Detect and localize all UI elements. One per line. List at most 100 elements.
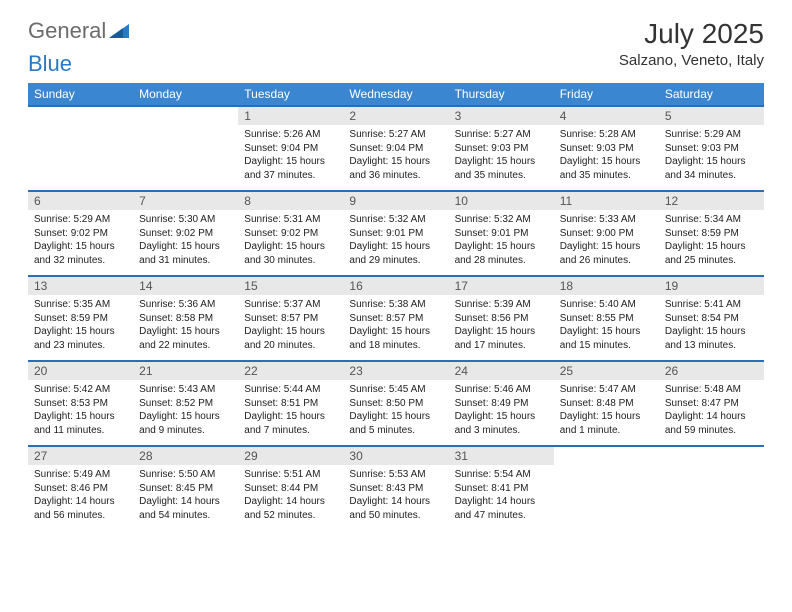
- day-number: 3: [449, 105, 554, 125]
- day-cell: 7Sunrise: 5:30 AMSunset: 9:02 PMDaylight…: [133, 190, 238, 275]
- day-detail-line: Sunrise: 5:42 AM: [34, 383, 127, 397]
- day-cell: 24Sunrise: 5:46 AMSunset: 8:49 PMDayligh…: [449, 360, 554, 445]
- day-number: [554, 445, 659, 463]
- day-number: [28, 105, 133, 123]
- day-detail-line: and 37 minutes.: [244, 169, 337, 183]
- day-number: 14: [133, 275, 238, 295]
- day-details: Sunrise: 5:32 AMSunset: 9:01 PMDaylight:…: [449, 210, 554, 275]
- day-detail-line: Sunset: 8:54 PM: [665, 312, 758, 326]
- day-detail-line: and 20 minutes.: [244, 339, 337, 353]
- day-detail-line: Daylight: 15 hours: [34, 325, 127, 339]
- day-detail-line: Sunset: 9:02 PM: [34, 227, 127, 241]
- logo-triangle-icon: [109, 22, 131, 40]
- day-cell: 14Sunrise: 5:36 AMSunset: 8:58 PMDayligh…: [133, 275, 238, 360]
- day-cell: 13 Sunrise: 5:35 AMSunset: 8:59 PMDayligh…: [28, 275, 133, 360]
- day-detail-line: and 18 minutes.: [349, 339, 442, 353]
- calendar-body: 1Sunrise: 5:26 AMSunset: 9:04 PMDaylight…: [28, 105, 764, 530]
- day-detail-line: Sunrise: 5:36 AM: [139, 298, 232, 312]
- day-detail-line: and 29 minutes.: [349, 254, 442, 268]
- day-detail-line: Sunset: 9:03 PM: [455, 142, 548, 156]
- day-number: 28: [133, 445, 238, 465]
- day-details: Sunrise: 5:43 AMSunset: 8:52 PMDaylight:…: [133, 380, 238, 445]
- weekday-header: Tuesday: [238, 83, 343, 105]
- day-cell: 11Sunrise: 5:33 AMSunset: 9:00 PMDayligh…: [554, 190, 659, 275]
- day-detail-line: Sunrise: 5:28 AM: [560, 128, 653, 142]
- day-details: Sunrise: 5:41 AMSunset: 8:54 PMDaylight:…: [659, 295, 764, 360]
- day-cell: 29Sunrise: 5:51 AMSunset: 8:44 PMDayligh…: [238, 445, 343, 530]
- calendar-page: General July 2025 Salzano, Veneto, Italy…: [0, 0, 792, 548]
- day-detail-line: and 15 minutes.: [560, 339, 653, 353]
- day-cell: 18Sunrise: 5:40 AMSunset: 8:55 PMDayligh…: [554, 275, 659, 360]
- day-detail-line: Sunset: 8:48 PM: [560, 397, 653, 411]
- day-detail-line: and 34 minutes.: [665, 169, 758, 183]
- day-detail-line: Sunset: 8:59 PM: [34, 312, 127, 326]
- day-details: [659, 463, 764, 521]
- weekday-header: Friday: [554, 83, 659, 105]
- day-detail-line: and 1 minute.: [560, 424, 653, 438]
- day-detail-line: Daylight: 15 hours: [139, 410, 232, 424]
- day-detail-line: Daylight: 15 hours: [560, 240, 653, 254]
- weekday-header: Sunday: [28, 83, 133, 105]
- day-number: 5: [659, 105, 764, 125]
- day-number: 8: [238, 190, 343, 210]
- day-detail-line: Sunrise: 5:41 AM: [665, 298, 758, 312]
- day-details: Sunrise: 5:40 AMSunset: 8:55 PMDaylight:…: [554, 295, 659, 360]
- day-detail-line: Sunset: 8:45 PM: [139, 482, 232, 496]
- day-detail-line: and 9 minutes.: [139, 424, 232, 438]
- day-number: 1: [238, 105, 343, 125]
- day-detail-line: and 56 minutes.: [34, 509, 127, 523]
- day-detail-line: Sunrise: 5:32 AM: [349, 213, 442, 227]
- week-row: 13 Sunrise: 5:35 AMSunset: 8:59 PMDayligh…: [28, 275, 764, 360]
- day-number: 21: [133, 360, 238, 380]
- day-cell: 17Sunrise: 5:39 AMSunset: 8:56 PMDayligh…: [449, 275, 554, 360]
- day-details: Sunrise: 5:31 AMSunset: 9:02 PMDaylight:…: [238, 210, 343, 275]
- day-detail-line: Sunrise: 5:50 AM: [139, 468, 232, 482]
- day-detail-line: Sunset: 8:41 PM: [455, 482, 548, 496]
- day-detail-line: Sunrise: 5:33 AM: [560, 213, 653, 227]
- day-details: Sunrise: 5:53 AMSunset: 8:43 PMDaylight:…: [343, 465, 448, 530]
- day-detail-line: Daylight: 14 hours: [455, 495, 548, 509]
- day-cell: [28, 105, 133, 190]
- day-number: 29: [238, 445, 343, 465]
- day-number: 20: [28, 360, 133, 380]
- day-detail-line: Daylight: 15 hours: [665, 240, 758, 254]
- day-detail-line: Sunset: 8:53 PM: [34, 397, 127, 411]
- day-detail-line: Sunrise: 5:46 AM: [455, 383, 548, 397]
- day-cell: 19Sunrise: 5:41 AMSunset: 8:54 PMDayligh…: [659, 275, 764, 360]
- day-detail-line: and 13 minutes.: [665, 339, 758, 353]
- day-number: [133, 105, 238, 123]
- day-detail-line: Sunrise: 5:27 AM: [349, 128, 442, 142]
- day-detail-line: Daylight: 15 hours: [665, 155, 758, 169]
- day-detail-line: Daylight: 15 hours: [244, 410, 337, 424]
- day-detail-line: and 52 minutes.: [244, 509, 337, 523]
- day-details: Sunrise: 5:51 AMSunset: 8:44 PMDaylight:…: [238, 465, 343, 530]
- day-detail-line: Daylight: 15 hours: [34, 410, 127, 424]
- day-detail-line: Sunrise: 5:30 AM: [139, 213, 232, 227]
- day-number: 10: [449, 190, 554, 210]
- week-row: 6Sunrise: 5:29 AMSunset: 9:02 PMDaylight…: [28, 190, 764, 275]
- day-number: 7: [133, 190, 238, 210]
- day-details: [554, 463, 659, 521]
- day-details: Sunrise: 5:28 AMSunset: 9:03 PMDaylight:…: [554, 125, 659, 190]
- day-cell: 2Sunrise: 5:27 AMSunset: 9:04 PMDaylight…: [343, 105, 448, 190]
- day-number: 25: [554, 360, 659, 380]
- day-detail-line: Daylight: 14 hours: [34, 495, 127, 509]
- weekday-header: Thursday: [449, 83, 554, 105]
- day-detail-line: Sunset: 8:55 PM: [560, 312, 653, 326]
- day-number: 17: [449, 275, 554, 295]
- day-number: 9: [343, 190, 448, 210]
- day-details: Sunrise: 5:29 AMSunset: 9:02 PMDaylight:…: [28, 210, 133, 275]
- day-details: Sunrise: 5:45 AMSunset: 8:50 PMDaylight:…: [343, 380, 448, 445]
- day-detail-line: and 5 minutes.: [349, 424, 442, 438]
- day-detail-line: Sunrise: 5:35 AM: [34, 298, 127, 312]
- day-details: Sunrise: 5:38 AMSunset: 8:57 PMDaylight:…: [343, 295, 448, 360]
- day-number: 13: [28, 275, 133, 295]
- day-detail-line: Sunset: 9:03 PM: [560, 142, 653, 156]
- day-detail-line: Daylight: 15 hours: [455, 410, 548, 424]
- day-number: 6: [28, 190, 133, 210]
- day-details: Sunrise: 5:39 AMSunset: 8:56 PMDaylight:…: [449, 295, 554, 360]
- day-detail-line: Sunset: 8:57 PM: [349, 312, 442, 326]
- day-cell: 30Sunrise: 5:53 AMSunset: 8:43 PMDayligh…: [343, 445, 448, 530]
- day-number: 15: [238, 275, 343, 295]
- day-detail-line: Daylight: 15 hours: [34, 240, 127, 254]
